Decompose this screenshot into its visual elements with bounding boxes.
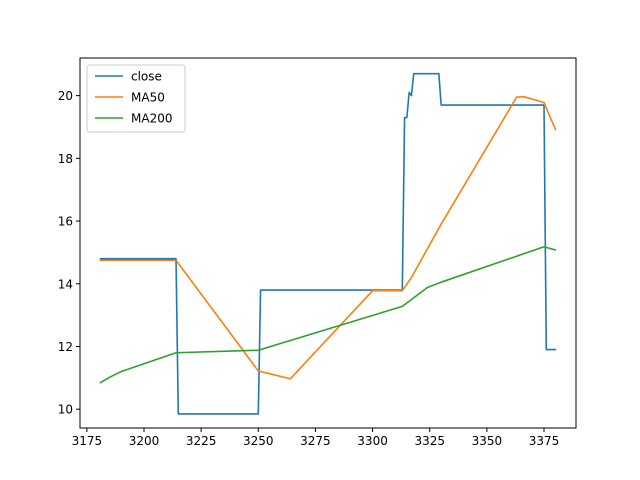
y-tick-label: 14 xyxy=(58,277,73,291)
y-tick-label: 10 xyxy=(58,403,73,417)
y-tick-label: 12 xyxy=(58,340,73,354)
x-tick-label: 3175 xyxy=(72,434,103,448)
x-tick-label: 3250 xyxy=(243,434,274,448)
x-tick-label: 3325 xyxy=(414,434,445,448)
legend-label-ma200: MA200 xyxy=(131,112,172,126)
legend: close MA50 MA200 xyxy=(86,64,186,133)
series-layer xyxy=(99,72,557,415)
series-line-close xyxy=(99,72,557,415)
x-tick-label: 3300 xyxy=(357,434,388,448)
x-axis: 3175 3200 3225 3250 3275 3300 3325 3350 3375 xyxy=(72,428,560,448)
axes-frame xyxy=(79,57,577,429)
y-tick-label: 20 xyxy=(58,89,73,103)
legend-box xyxy=(86,64,186,133)
x-tick-label: 3275 xyxy=(300,434,331,448)
y-axis: 10 12 14 16 18 20 xyxy=(58,89,80,417)
x-tick-label: 3350 xyxy=(472,434,503,448)
legend-label-ma50: MA50 xyxy=(131,91,165,105)
y-tick-label: 18 xyxy=(58,152,73,166)
y-tick-label: 16 xyxy=(58,215,73,229)
x-tick-label: 3200 xyxy=(129,434,160,448)
x-tick-label: 3375 xyxy=(529,434,560,448)
series-line-ma200 xyxy=(99,245,557,384)
series-line-ma50 xyxy=(99,95,557,380)
legend-label-close: close xyxy=(131,70,162,84)
x-tick-label: 3225 xyxy=(186,434,217,448)
